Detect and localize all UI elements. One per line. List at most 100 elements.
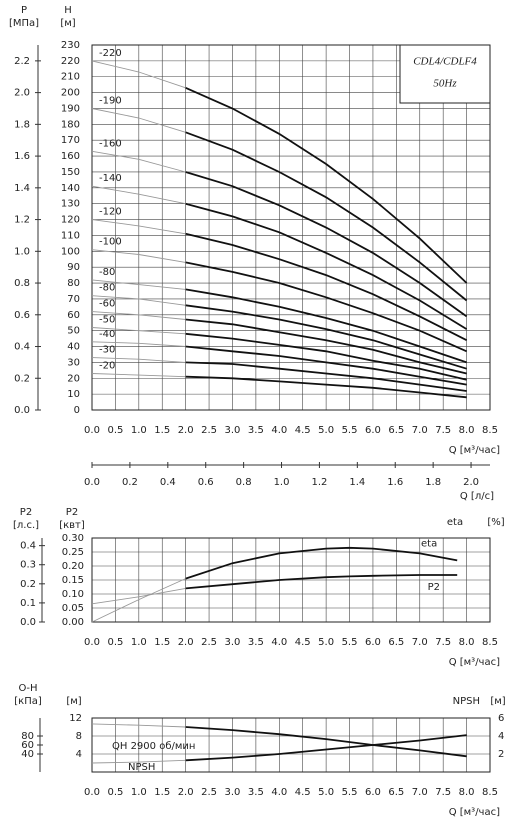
x2-tick-label: 0.4 [160,477,176,488]
x-tick-label: 4.5 [295,425,311,436]
x-tick-label: 0.5 [107,787,123,798]
curve-label: -80 [99,267,115,278]
x-tick-label: 1.5 [154,787,170,798]
x-tick-label: 1.0 [131,425,147,436]
x-tick-label: 1.5 [154,425,170,436]
x2-tick-label: 0.8 [236,477,252,488]
y-tick-label: 40 [67,342,80,353]
y2-tick-label: 2 [498,749,504,760]
curve [91,723,186,728]
x-axis-title: Q [м³/час] [449,657,500,668]
x-tick-label: 6.5 [388,637,404,648]
x-tick-label: 3.5 [248,787,264,798]
curve [185,318,467,375]
x-tick-label: 2.0 [178,787,194,798]
x-tick-label: 2.5 [201,425,217,436]
x-tick-label: 5.5 [342,787,358,798]
y-tick-label: 0.0 [20,617,36,628]
x-tick-label: 0.0 [84,637,100,648]
plot-frame [91,537,491,623]
curve [91,60,186,89]
x-tick-label: 7.5 [435,637,451,648]
curve [91,279,186,290]
x-tick-label: 3.5 [248,425,264,436]
curve [185,202,468,330]
y-tick-label: 40 [21,749,34,760]
x2-tick-label: 1.6 [387,477,403,488]
x2-tick-label: 0.2 [122,477,138,488]
y-tick-label: 50 [67,326,80,337]
x-tick-label: 4.5 [295,787,311,798]
curve-label: QH 2900 об/мин [112,741,195,752]
x-axis-title: Q [м³/час] [449,807,500,818]
x-tick-label: 7.5 [435,425,451,436]
x-tick-label: 0.5 [107,425,123,436]
x2-tick-label: 1.0 [274,477,290,488]
model-name: CDL4/CDLF4 [413,56,477,68]
y-tick-label: 0 [74,405,80,416]
curve [185,288,467,364]
curve [91,185,186,205]
y-tick-label: 0.4 [14,342,30,353]
x-axis-title: Q [м³/час] [449,445,500,456]
curve-label: NPSH [128,762,155,773]
curve [91,327,186,335]
axis-label: О-Н [19,683,38,694]
x-tick-label: 8.5 [482,787,498,798]
axis-unit: [квт] [59,520,85,531]
curve [185,261,467,353]
plot-frame [91,44,491,411]
curve-label: -20 [99,361,115,372]
axis-label: P2 [66,507,78,518]
curve-label: -190 [99,95,122,106]
model-frequency: 50Hz [433,78,457,90]
x-tick-label: 3.0 [225,425,241,436]
y-tick-label: 1.4 [14,183,30,194]
x-tick-label: 3.0 [225,787,241,798]
x-tick-label: 4.0 [271,637,287,648]
model-box [399,44,491,104]
x-tick-label: 0.5 [107,637,123,648]
curve-label: P2 [428,582,440,593]
y-tick-label: 130 [61,199,80,210]
curve-label: -50 [99,314,115,325]
y-tick-label: 0.25 [62,547,84,558]
x-tick-label: 7.0 [412,787,428,798]
x2-tick-label: 2.0 [463,477,479,488]
curve [185,332,467,381]
x-tick-label: 6.0 [365,637,381,648]
curve [185,375,467,399]
y-tick-label: 0.1 [20,598,36,609]
y-tick-label: 220 [61,56,80,67]
x-tick-label: 3.0 [225,637,241,648]
axis-unit: [%] [487,517,504,528]
y-tick-label: 90 [67,262,80,273]
y-tick-label: 0.2 [20,579,36,590]
y-tick-label: 0.8 [14,278,30,289]
curve [91,759,186,764]
curve [91,249,186,263]
x-tick-label: 1.0 [131,637,147,648]
y-tick-label: 0.20 [62,561,84,572]
x2-tick-label: 1.4 [349,477,365,488]
curve [91,578,186,623]
x-tick-label: 2.5 [201,637,217,648]
x-tick-label: 8.5 [482,425,498,436]
y-tick-label: 190 [61,103,80,114]
curve [185,734,467,762]
x-tick-label: 0.0 [84,787,100,798]
x-tick-label: 8.5 [482,637,498,648]
curve [185,304,467,370]
curve [185,131,468,302]
y-tick-label: 20 [67,373,80,384]
y-tick-label: 100 [61,246,80,257]
curve-label: -40 [99,329,115,340]
y-tick-label: 0.4 [20,541,36,552]
x2-tick-label: 0.0 [84,477,100,488]
x-tick-label: 8.0 [459,637,475,648]
y-tick-label: 230 [61,40,80,51]
curve-label: -220 [99,48,122,59]
y-tick-label: 160 [61,151,80,162]
y-tick-label: 0.3 [20,560,36,571]
curve-label: -160 [99,138,122,149]
